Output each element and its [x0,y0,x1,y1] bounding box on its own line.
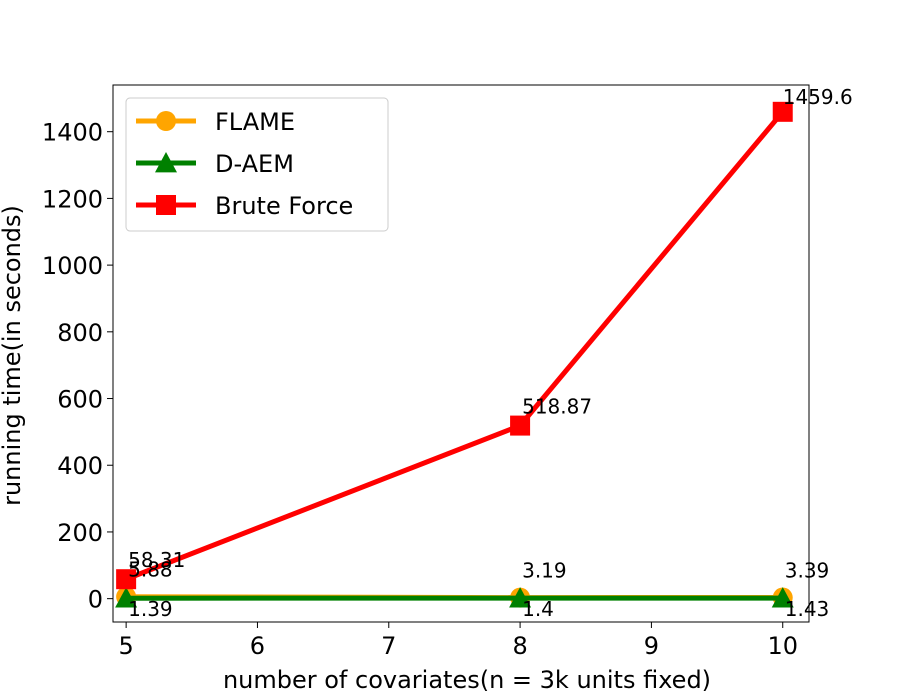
data-label: 1.43 [785,597,830,621]
series-d-aem [115,587,794,608]
data-label: 1.4 [522,597,554,621]
legend-item-flame: FLAME [136,108,295,136]
y-tick-label: 400 [57,452,103,480]
data-label: 1459.6 [783,85,853,109]
y-axis-label: running time(in seconds) [0,205,26,506]
y-tick-label: 800 [57,319,103,347]
y-tick-label: 1000 [42,252,103,280]
data-label: 5.88 [128,558,173,582]
axes-frame [112,84,810,623]
y-tick-label: 200 [57,519,103,547]
data-label-layer: 5.88 3.19 3.39 1.39 1.4 1.43 58.31 518.87 1459.6 [128,85,853,621]
x-tick-label: 9 [644,632,659,660]
data-label: 3.39 [785,559,830,583]
legend-label: D-AEM [215,150,294,178]
y-tick-label: 0 [88,586,103,614]
legend: FLAME D-AEM Brute Force [125,97,389,232]
data-point-marker [771,587,794,608]
legend-marker [156,195,176,215]
y-tick-label: 1200 [42,185,103,213]
series-brute-force [116,101,793,590]
data-point-marker [509,587,532,608]
legend-marker [155,152,177,173]
data-point-marker [115,587,138,608]
data-label: 58.31 [128,548,185,572]
legend-item-brute-force: Brute Force [136,192,353,220]
x-tick-label: 6 [250,632,265,660]
legend-label: Brute Force [215,192,353,220]
data-label: 1.39 [128,597,173,621]
y-tick-label: 600 [57,386,103,414]
legend-box [125,97,389,232]
axes-layer: 5 6 7 8 9 10 0 200 400 600 800 1000 1200 1400 number o… [0,84,810,694]
x-tick-label: 10 [767,632,798,660]
legend-item-d-aem: D-AEM [136,150,294,178]
y-tick-label: 1400 [42,119,103,147]
data-point-marker [772,101,793,122]
data-label: 3.19 [522,559,567,583]
legend-marker [156,111,176,131]
x-tick-label: 7 [381,632,396,660]
x-axis-label: number of covariates(n = 3k units fixed) [223,666,711,694]
series-layer [115,101,794,608]
x-tick-label: 8 [512,632,527,660]
data-label: 518.87 [522,395,592,419]
data-point-marker [510,415,531,436]
data-point-marker [116,569,137,590]
x-tick-label: 5 [118,632,133,660]
legend-label: FLAME [215,108,295,136]
